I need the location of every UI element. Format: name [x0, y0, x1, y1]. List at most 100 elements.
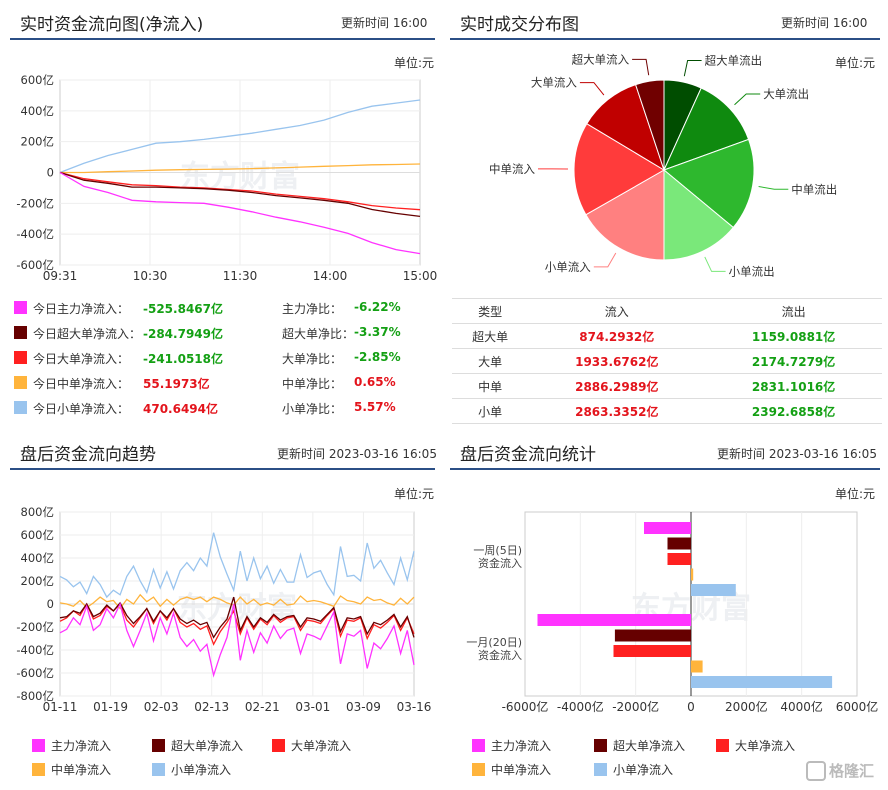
series-line-超大单净流入 — [59, 171, 421, 218]
divider — [450, 468, 880, 470]
y-tick-label: 400亿 — [21, 104, 54, 118]
category-label: 一月(20日)资金流入 — [466, 636, 522, 662]
pie-slice-中单流出 — [663, 138, 755, 229]
x-tick-label: 02-03 — [144, 700, 179, 714]
x-tick-label: 15:00 — [403, 269, 438, 283]
bar-小单净流入 — [691, 676, 833, 688]
stat-label: 今日小单净流入： — [33, 402, 130, 416]
stat-row: 今日中单净流入： 55.1973亿 中单净比： 0.65% — [12, 371, 432, 395]
x-tick-label: 01-11 — [43, 700, 78, 714]
realtime-flow-unit: 单位:元 — [394, 56, 435, 70]
stat-swatch — [14, 351, 27, 364]
stat-ratio-label: 主力净比： — [282, 302, 343, 316]
bar-主力净流入 — [537, 614, 692, 626]
pie-leader-line — [758, 186, 789, 190]
bar-主力净流入 — [644, 522, 691, 534]
stat-ratio-label: 中单净比： — [282, 377, 343, 391]
stat-row: 今日主力净流入： -525.8467亿 主力净比： -6.22% — [12, 296, 432, 320]
table-cell: 2392.6858亿 — [705, 398, 882, 424]
stat-row: 今日小单净流入： 470.6494亿 小单净比： 5.57% — [12, 396, 432, 420]
bar-超大单净流入 — [667, 537, 691, 550]
category-label-line: 资金流入 — [478, 556, 522, 570]
bar-超大单净流入 — [614, 629, 691, 642]
legend-swatch — [272, 739, 285, 752]
y-tick-label: 200亿 — [21, 135, 54, 149]
stat-label: 今日中单净流入： — [33, 377, 130, 391]
logo-text: 格隆汇 — [829, 762, 875, 780]
legend-item: 超大单净流入 — [594, 737, 685, 754]
pie-label: 中单流入 — [489, 162, 535, 176]
x-tick-label: 02-13 — [194, 700, 229, 714]
legend-label: 小单净流入 — [613, 763, 674, 777]
stat-ratio-label: 大单净比： — [282, 352, 343, 366]
table-cell: 1933.6762亿 — [528, 348, 706, 374]
legend-label: 大单净流入 — [291, 739, 352, 753]
legend-label: 大单净流入 — [735, 739, 796, 753]
table-cell: 1159.0881亿 — [705, 323, 882, 349]
table-row: 大单 1933.6762亿 2174.7279亿 — [452, 348, 882, 374]
legend-item: 主力净流入 — [472, 737, 551, 754]
legend-item: 小单净流入 — [152, 761, 231, 778]
bar-中单净流入 — [691, 660, 703, 673]
legend-item: 中单净流入 — [32, 761, 111, 778]
y-tick-label: 600亿 — [21, 528, 54, 542]
divider — [10, 38, 435, 40]
divider — [450, 38, 880, 40]
x-tick-label: -6000亿 — [502, 699, 549, 714]
y-tick-label: -400亿 — [16, 643, 54, 657]
legend-swatch — [472, 763, 485, 776]
series-line-小单净流入 — [59, 532, 415, 599]
trend-chart: 东方财富800亿600亿400亿200亿0-200亿-400亿-600亿-800… — [16, 505, 432, 714]
pie-label: 超大单流入 — [572, 52, 630, 66]
y-tick-label: -400亿 — [16, 227, 54, 241]
stat-label: 今日大单净流入： — [33, 352, 130, 366]
stat-label: 今日主力净流入： — [33, 302, 130, 316]
realtime-flow-update: 更新时间 16:00 — [341, 16, 428, 30]
x-tick-label: 03-16 — [397, 700, 432, 714]
x-tick-label: 11:30 — [223, 269, 258, 283]
y-tick-label: 400亿 — [21, 551, 54, 565]
y-tick-label: 200亿 — [21, 574, 54, 588]
stats-unit: 单位:元 — [835, 487, 876, 501]
bar-大单净流入 — [613, 645, 691, 657]
pie-leader-line — [704, 256, 726, 272]
stat-ratio-value: -2.85% — [354, 350, 401, 364]
legend-swatch — [594, 763, 607, 776]
legend-item: 主力净流入 — [32, 737, 111, 754]
y-tick-label: 0 — [47, 166, 54, 180]
stat-row: 今日大单净流入： -241.0518亿 大单净比： -2.85% — [12, 346, 432, 370]
pie-slice-大单流入 — [586, 83, 665, 172]
legend-swatch — [32, 763, 45, 776]
trend-update: 更新时间 2023-03-16 16:05 — [277, 447, 437, 461]
stat-ratio-value: -3.37% — [354, 325, 401, 339]
stat-ratio-value: -6.22% — [354, 300, 401, 314]
x-tick-label: 02-21 — [245, 700, 280, 714]
x-tick-label: 09:31 — [43, 269, 78, 283]
x-tick-label: 03-01 — [295, 700, 330, 714]
stat-value: -525.8467亿 — [143, 302, 223, 316]
pie-slice-小单流出 — [663, 168, 735, 261]
legend-label: 超大单净流入 — [171, 739, 244, 753]
table-row: 超大单 874.2932亿 1159.0881亿 — [452, 323, 882, 349]
stat-swatch — [14, 376, 27, 389]
distribution-unit: 单位:元 — [835, 56, 876, 70]
pie-label: 大单流入 — [531, 76, 577, 90]
y-tick-label: -600亿 — [16, 666, 54, 680]
x-tick-label: 4000亿 — [780, 699, 823, 714]
legend-label: 主力净流入 — [51, 739, 112, 753]
stat-row: 今日超大单净流入： -284.7949亿 超大单净比： -3.37% — [12, 321, 432, 345]
bar-中单净流入 — [691, 568, 694, 581]
table-header-cell: 类型 — [452, 298, 529, 324]
stat-value: -241.0518亿 — [143, 352, 223, 366]
series-line-主力净流入 — [59, 171, 421, 255]
stats-bar-chart: 东方财富-6000亿 -4000亿 -2000亿 0 2000亿 4000亿 6000亿一周… — [466, 511, 879, 714]
x-tick-label: 6000亿 — [836, 699, 879, 714]
series-line-主力净流入 — [59, 602, 415, 678]
table-row: 小单 2863.3352亿 2392.6858亿 — [452, 398, 882, 424]
bar-大单净流入 — [667, 553, 691, 565]
corner-logo: 格隆汇 — [806, 760, 874, 781]
pie-label: 小单流出 — [729, 264, 775, 278]
pie-slice-大单流出 — [663, 87, 750, 171]
legend-label: 中单净流入 — [51, 763, 112, 777]
